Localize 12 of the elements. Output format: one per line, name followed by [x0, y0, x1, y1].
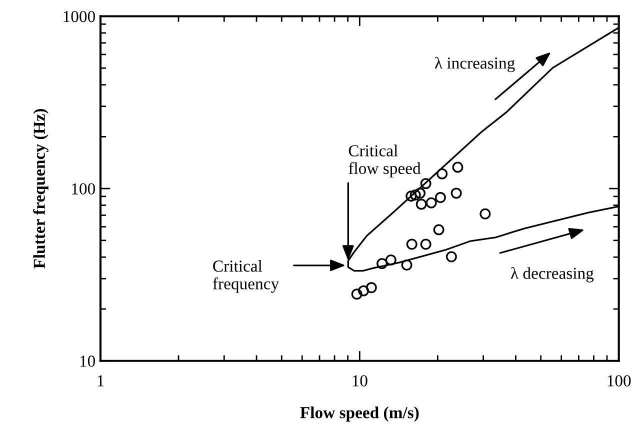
x-tick-label: 10	[352, 375, 368, 386]
annotation: Critical frequency	[212, 260, 280, 293]
y-tick-label: 1000	[64, 10, 95, 22]
x-tick-label: 100	[608, 375, 631, 386]
y-tick-label: 10	[80, 356, 95, 367]
y-axis-title: Flutter frequency (Hz)	[33, 109, 48, 268]
x-tick-label: 1	[98, 375, 104, 386]
annotation: λ decreasing	[510, 267, 594, 282]
y-tick-label: 100	[72, 183, 95, 194]
x-axis-title: Flow speed (m/s)	[300, 406, 419, 422]
annotation: λ increasing	[434, 56, 515, 72]
annotation: Critical flow speed	[348, 144, 421, 178]
